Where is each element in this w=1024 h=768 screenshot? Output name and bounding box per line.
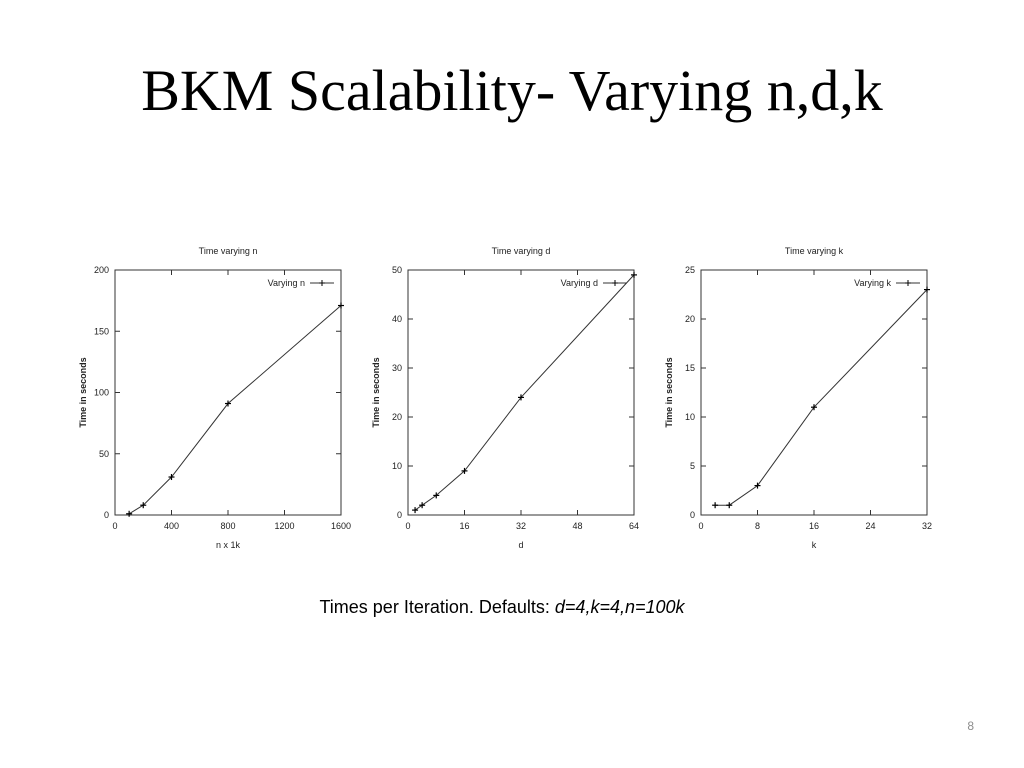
legend-label: Varying k [854, 278, 891, 288]
x-axis-label: k [812, 540, 817, 550]
caption-prefix: Times per Iteration. Defaults: [319, 597, 555, 617]
caption-defaults: d=4,k=4,n=100k [554, 597, 685, 617]
plot-frame [114, 269, 342, 516]
y-tick-label: 30 [392, 363, 402, 373]
x-tick-label: 800 [220, 521, 235, 531]
chart-title: Time varying n [199, 246, 258, 256]
y-axis-label: Time in seconds [371, 357, 381, 427]
chart-varying-d: Time varying d 0 16 32 48 64 0 10 20 30 40 50 d Time … [371, 246, 639, 550]
data-point [518, 394, 524, 401]
data-point [412, 507, 419, 514]
y-tick-label: 25 [685, 265, 695, 275]
data-point [225, 400, 231, 407]
x-tick-label: 16 [459, 521, 469, 531]
data-point [754, 482, 761, 489]
x-tick-label: 24 [865, 521, 875, 531]
data-point [712, 502, 719, 509]
legend-label: Varying d [561, 278, 598, 288]
chart-varying-k: Time varying k 0 8 16 24 32 0 5 10 15 20 25 k Time in… [664, 246, 932, 550]
data-point [338, 302, 344, 309]
page-number: 8 [967, 719, 974, 733]
x-tick-label: 0 [405, 521, 410, 531]
y-axis-label: Time in seconds [664, 357, 674, 427]
y-tick-label: 0 [690, 510, 695, 520]
y-tick-label: 50 [99, 449, 109, 459]
y-tick-label: 0 [397, 510, 402, 520]
y-tick-label: 15 [685, 363, 695, 373]
y-tick-label: 20 [685, 314, 695, 324]
x-tick-label: 0 [698, 521, 703, 531]
data-point [126, 510, 133, 517]
data-point [924, 286, 930, 293]
data-point [168, 474, 175, 481]
x-tick-label: 64 [629, 521, 639, 531]
data-point [140, 502, 147, 509]
x-axis-label: n x 1k [216, 540, 241, 550]
y-tick-label: 20 [392, 412, 402, 422]
x-tick-label: 0 [112, 521, 117, 531]
y-tick-label: 100 [94, 388, 109, 398]
data-point [461, 467, 468, 474]
x-tick-label: 32 [516, 521, 526, 531]
data-point [433, 492, 440, 499]
x-tick-label: 1200 [274, 521, 294, 531]
y-axis-label: Time in seconds [78, 357, 88, 427]
x-tick-label: 1600 [331, 521, 351, 531]
series-line [715, 289, 928, 506]
chart-panel-d: Time varying d 0 16 32 48 64 0 10 20 30 40 50 d Time … [371, 238, 646, 560]
x-tick-label: 16 [809, 521, 819, 531]
x-tick-label: 32 [922, 521, 932, 531]
x-tick-label: 8 [755, 521, 760, 531]
y-tick-label: 40 [392, 314, 402, 324]
data-point [631, 271, 637, 278]
plot-frame [700, 269, 928, 516]
legend-label: Varying n [268, 278, 305, 288]
y-tick-label: 50 [392, 265, 402, 275]
caption: Times per Iteration. Defaults: d=4,k=4,n… [0, 597, 1004, 618]
data-point [419, 502, 426, 509]
series-line [128, 305, 342, 515]
slide-title: BKM Scalability- Varying n,d,k [141, 58, 883, 123]
y-tick-label: 200 [94, 265, 109, 275]
y-tick-label: 10 [392, 461, 402, 471]
y-tick-label: 5 [690, 461, 695, 471]
chart-title: Time varying k [785, 246, 844, 256]
plot-frame [407, 269, 635, 516]
series-line [414, 274, 635, 511]
x-axis-label: d [518, 540, 523, 550]
y-tick-label: 0 [104, 510, 109, 520]
chart-title: Time varying d [492, 246, 551, 256]
chart-panel-n: Time varying n 0 400 800 1200 1600 0 50 100 150 20… [78, 238, 353, 560]
y-tick-label: 150 [94, 326, 109, 336]
data-point [726, 502, 733, 509]
data-point [811, 404, 817, 411]
x-tick-label: 400 [164, 521, 179, 531]
y-tick-label: 10 [685, 412, 695, 422]
x-tick-label: 48 [572, 521, 582, 531]
chart-varying-n: Time varying n 0 400 800 1200 1600 0 50 100 150 20… [78, 246, 351, 550]
chart-panel-k: Time varying k 0 8 16 24 32 0 5 10 15 20 25 k Time in… [664, 238, 939, 560]
